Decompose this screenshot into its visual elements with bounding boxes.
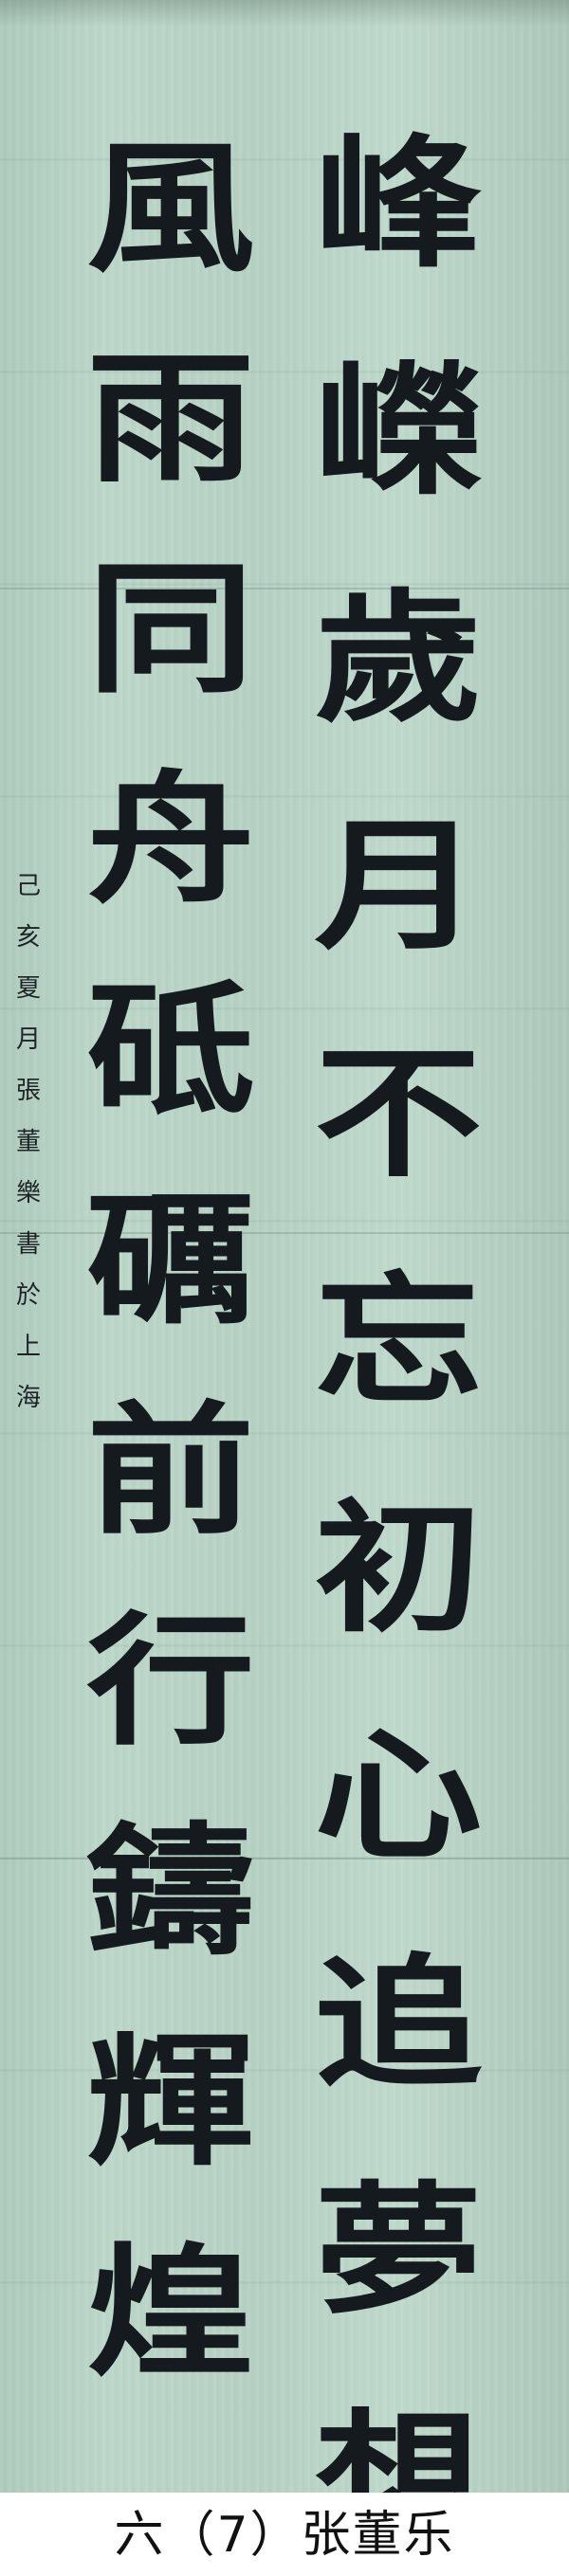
calligraphy-character: 嶸 [314, 348, 483, 515]
calligraphy-character: 忘 [314, 1258, 483, 1424]
calligraphy-character: 同 [86, 546, 255, 713]
calligraphy-character: 心 [314, 1713, 483, 1879]
calligraphy-character: 前 [86, 1388, 255, 1554]
inscription-character: 張 [15, 1077, 41, 1105]
left-calligraphy-column: 風 雨 同 舟 砥 礪 前 行 鑄 輝 煌 [66, 114, 275, 2428]
inscription-character: 海 [15, 1384, 41, 1412]
inscription-character: 夏 [15, 974, 41, 1003]
calligraphy-character: 舟 [86, 756, 255, 923]
calligraphy-character: 追 [314, 1940, 483, 2107]
paper-crease [0, 588, 569, 590]
calligraphy-character: 砥 [86, 967, 255, 1134]
calligraphy-character: 峰 [314, 120, 483, 287]
inscription-character: 書 [15, 1230, 41, 1259]
calligraphy-character: 夢 [314, 2168, 483, 2334]
calligraphy-character: 不 [314, 1030, 483, 1197]
calligraphy-character: 雨 [86, 336, 255, 502]
right-calligraphy-column: 峰 嶸 歲 月 不 忘 初 心 追 夢 想 [294, 109, 503, 2493]
calligraphy-character: 歲 [314, 575, 483, 742]
student-caption: 六（7）张董乐 [114, 2507, 455, 2564]
paper-crease [0, 1858, 569, 1859]
inscription-character: 於 [15, 1281, 41, 1310]
calligraphy-character: 想 [314, 2395, 483, 2493]
signature-inscription: 己 亥 夏 月 張 董 樂 書 於 上 海 [9, 872, 47, 1435]
calligraphy-character: 鑄 [86, 1808, 255, 1975]
inscription-character: 上 [15, 1333, 41, 1361]
calligraphy-scroll: 峰 嶸 歲 月 不 忘 初 心 追 夢 想 風 雨 同 舟 砥 礪 前 行 鑄 … [0, 0, 569, 2493]
paper-crease [0, 1232, 569, 1234]
inscription-character: 月 [15, 1025, 41, 1054]
calligraphy-character: 輝 [86, 2019, 255, 2186]
inscription-character: 亥 [15, 923, 41, 952]
calligraphy-character: 初 [314, 1485, 483, 1652]
scroll-top-edge [0, 0, 569, 27]
inscription-character: 己 [15, 872, 41, 900]
inscription-character: 樂 [15, 1179, 41, 1207]
inscription-character: 董 [15, 1128, 41, 1156]
calligraphy-character: 煌 [86, 2229, 255, 2396]
calligraphy-character: 礪 [86, 1177, 255, 1344]
calligraphy-character: 行 [86, 1598, 255, 1765]
calligraphy-character: 月 [314, 803, 483, 970]
calligraphy-character: 風 [86, 125, 255, 292]
